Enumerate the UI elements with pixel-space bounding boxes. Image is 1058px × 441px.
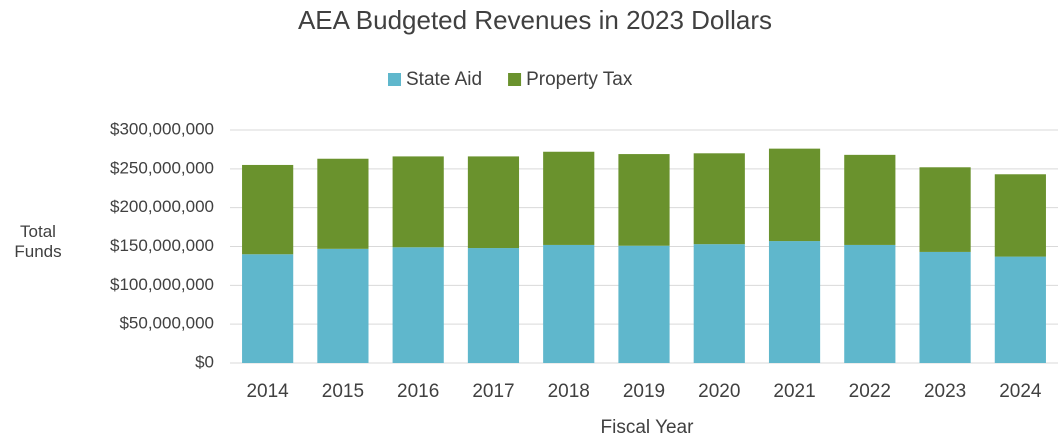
x-tick-label: 2019 [623,381,665,402]
y-axis-title: Total Funds [14,222,62,261]
bar-segment [768,241,821,363]
y-tick-label: $0 [195,352,214,371]
x-tick-label: 2020 [698,381,740,402]
x-tick-label: 2014 [246,381,289,402]
bar-segment [618,154,670,246]
x-tick-label: 2016 [397,381,439,402]
bar-segment [317,248,369,363]
legend-label: State Aid [406,69,482,90]
y-tick-label: $250,000,000 [110,158,214,177]
x-tick-label: 2022 [849,381,891,402]
bar-segment [919,251,971,363]
y-tick-label: $200,000,000 [110,197,214,216]
bar-segment [543,244,595,363]
x-tick-label: 2023 [924,381,966,402]
y-tick-label: $300,000,000 [110,119,214,138]
bar-segment [392,247,444,363]
bar-segment [768,148,821,242]
y-tick-label: $100,000,000 [110,275,214,294]
bar-segment [242,254,294,363]
x-tick-label: 2017 [472,381,514,402]
bar-segment [844,244,896,363]
bar-segment [919,167,971,252]
bar-segment [467,156,520,249]
bar-segment [693,244,745,363]
x-tick-label: 2021 [773,381,815,402]
legend-swatch [508,73,522,86]
bar-segment [844,154,896,245]
x-tick-label: 2015 [322,381,364,402]
bar-segment [618,245,670,363]
legend-label: Property Tax [526,69,633,90]
bar-segment [242,164,294,255]
legend-swatch [388,73,401,86]
y-tick-label: $150,000,000 [110,236,214,255]
x-axis-title: Fiscal Year [601,417,695,438]
chart-title: AEA Budgeted Revenues in 2023 Dollars [298,5,772,35]
bar-segment [317,158,369,249]
bar-segment [994,256,1046,363]
x-tick-label: 2024 [999,381,1042,402]
x-tick-label: 2018 [548,381,590,402]
bar-segment [467,248,520,363]
bar-segment [543,151,595,245]
bar-segment [693,153,745,245]
bar-segment [392,156,444,248]
bar-segment [994,174,1046,257]
y-tick-label: $50,000,000 [119,314,214,333]
